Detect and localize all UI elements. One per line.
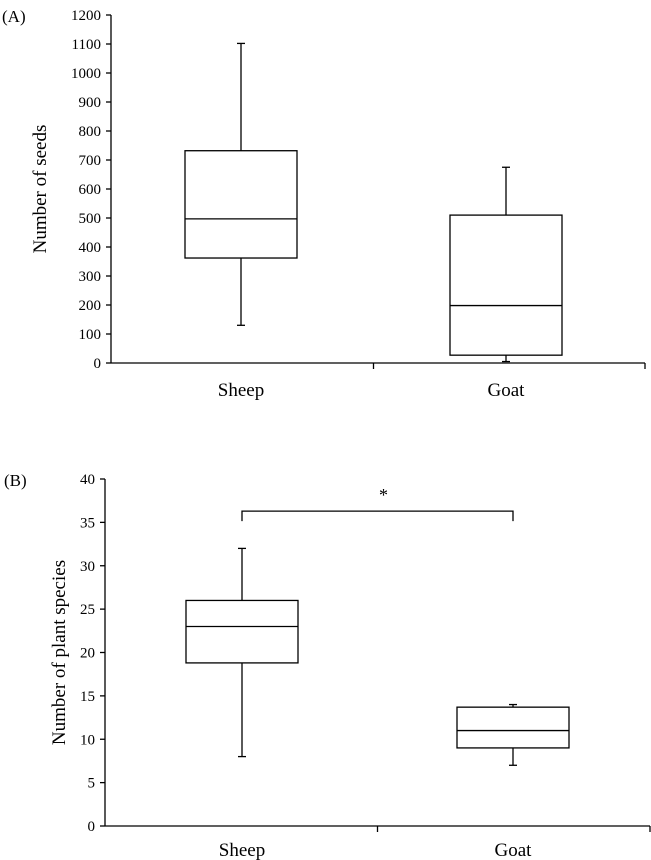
y-tick-label: 700 <box>79 153 102 169</box>
y-tick-label: 600 <box>79 182 102 198</box>
y-tick-label: 500 <box>79 211 102 227</box>
y-tick-label: 10 <box>80 732 95 748</box>
box-goat <box>449 214 563 356</box>
y-tick-label: 40 <box>80 472 95 488</box>
y-tick-label: 200 <box>79 298 102 314</box>
panel-b: (B) 0 5 10 15 20 25 30 35 40 Number of plant speci… <box>4 471 651 860</box>
box-goat <box>456 706 570 749</box>
y-tick-label: 15 <box>80 689 95 705</box>
y-tick-label: 0 <box>94 356 102 372</box>
y-tick-label: 30 <box>80 559 95 575</box>
y-tick-label: 0 <box>88 819 96 835</box>
y-tick-label: 5 <box>88 776 96 792</box>
panel-a: (A) 0 100 200 300 400 500 600 700 800 900 1000 1100 1… <box>2 7 646 401</box>
y-tick-label: 35 <box>80 515 95 531</box>
box-sheep <box>185 599 299 664</box>
y-tick-label: 100 <box>79 327 102 343</box>
x-category-label: Goat <box>495 840 533 860</box>
y-tick-label: 400 <box>79 240 102 256</box>
significance-bracket <box>241 510 514 522</box>
box-sheep <box>184 150 298 259</box>
y-tick-label: 900 <box>79 95 102 111</box>
y-tick-label: 800 <box>79 124 102 140</box>
y-tick-label: 1200 <box>71 8 101 24</box>
panel-label: (A) <box>2 7 26 26</box>
y-tick-label: 300 <box>79 269 102 285</box>
x-category-label: Goat <box>488 380 526 401</box>
y-tick-label: 25 <box>80 602 95 618</box>
y-tick-label: 1000 <box>71 66 101 82</box>
panel-label: (B) <box>4 471 27 490</box>
significance-marker: * <box>379 485 388 505</box>
y-tick-label: 1100 <box>72 37 101 53</box>
y-axis-label: Number of plant species <box>49 560 70 745</box>
y-tick-label: 20 <box>80 646 95 662</box>
x-category-label: Sheep <box>218 380 264 401</box>
x-category-label: Sheep <box>219 840 265 860</box>
y-axis-label: Number of seeds <box>30 125 51 254</box>
